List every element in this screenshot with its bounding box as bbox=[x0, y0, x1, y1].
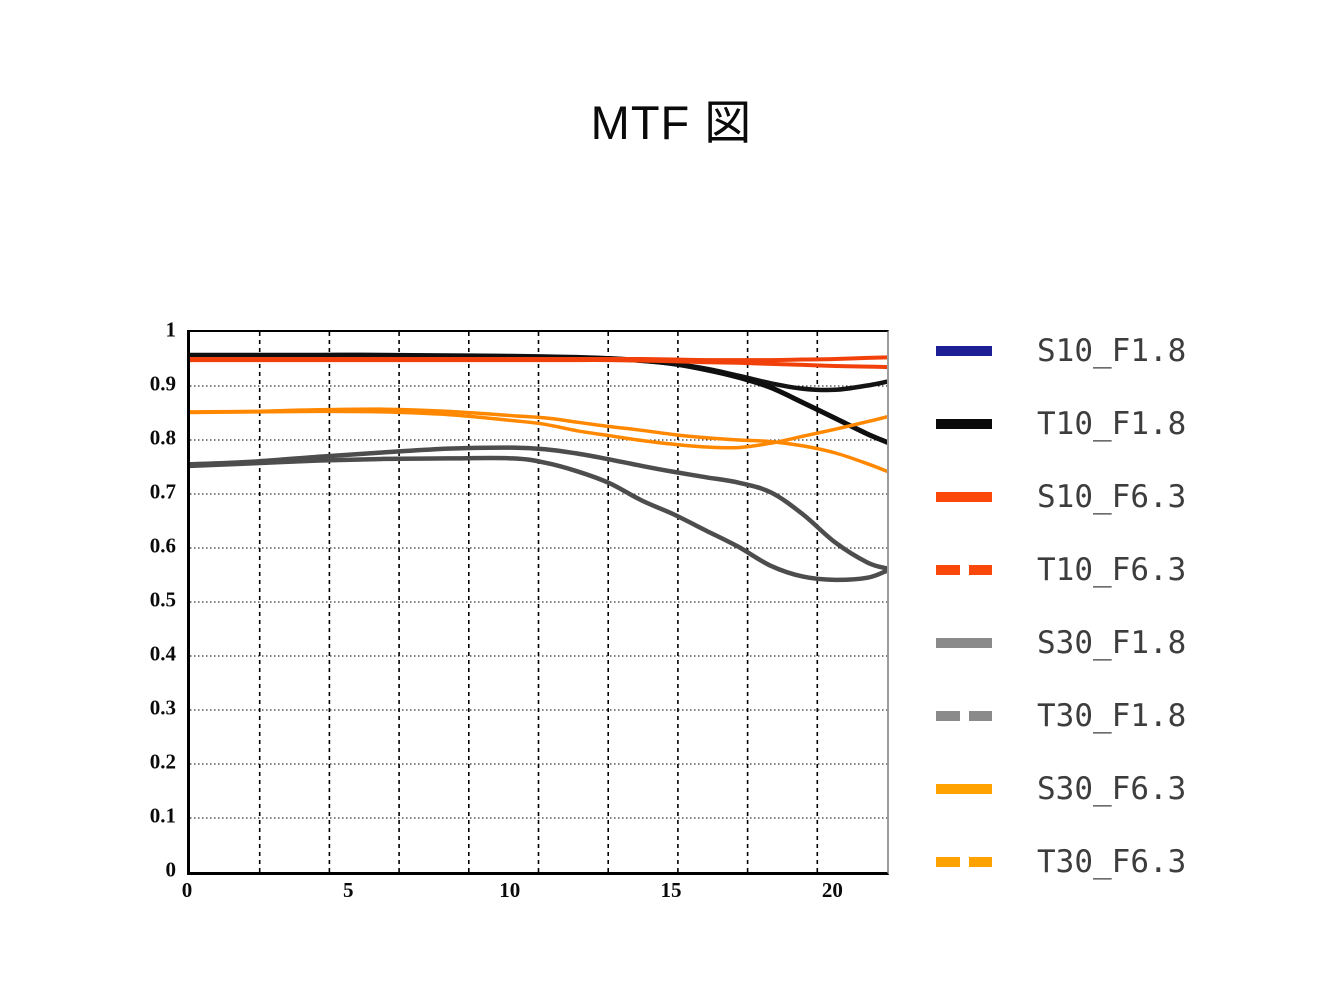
legend-item-T30_F6.3: T30_F6.3 bbox=[935, 825, 1235, 898]
legend-swatch-dashed-line-icon bbox=[936, 564, 992, 575]
curve-T10_F6.3 bbox=[190, 358, 887, 370]
legend-swatch-line-icon bbox=[936, 491, 992, 502]
y-tick-label: 0.6 bbox=[149, 533, 176, 558]
legend-label: T10_F1.8 bbox=[1037, 405, 1187, 442]
legend-swatch-dashed-line-icon bbox=[936, 856, 992, 867]
legend-swatch-line-icon bbox=[936, 418, 992, 429]
legend-label: T30_F6.3 bbox=[1037, 843, 1187, 880]
legend-label: S10_F6.3 bbox=[1037, 478, 1187, 515]
y-tick-label: 0.8 bbox=[149, 425, 176, 450]
curve-T30_F6.3 bbox=[190, 407, 887, 474]
y-axis-labels: 0 0.1 0.2 0.3 0.4 0.5 0.6 0.7 0.8 0.9 1 bbox=[120, 318, 176, 882]
curve-S30_F6.3 bbox=[190, 409, 887, 450]
curve-S30_F1.8 bbox=[190, 445, 887, 571]
page-title: MTF 図 bbox=[590, 96, 753, 149]
x-tick-label: 10 bbox=[499, 878, 521, 902]
x-tick-label: 20 bbox=[821, 878, 843, 902]
x-tick-label: 15 bbox=[660, 878, 682, 902]
x-axis-labels: 0 5 10 15 20 bbox=[182, 878, 887, 908]
y-tick-label: 0.2 bbox=[149, 749, 176, 774]
x-tick-label: 0 bbox=[181, 878, 193, 902]
chart-area bbox=[187, 330, 889, 875]
y-tick-label: 0.1 bbox=[149, 803, 176, 828]
legend-label: S10_F1.8 bbox=[1037, 332, 1187, 369]
x-tick-label: 5 bbox=[343, 878, 354, 902]
legend-item-T10_F1.8: T10_F1.8 bbox=[935, 387, 1235, 460]
y-tick-label: 0.5 bbox=[149, 587, 176, 612]
legend-label: S30_F1.8 bbox=[1037, 624, 1187, 661]
legend-label: T30_F1.8 bbox=[1037, 697, 1187, 734]
y-tick-label: 0.9 bbox=[149, 371, 176, 396]
legend-label: T10_F6.3 bbox=[1037, 551, 1187, 588]
legend-item-T30_F1.8: T30_F1.8 bbox=[935, 679, 1235, 752]
legend-swatch-line-icon bbox=[936, 345, 992, 356]
legend-item-T10_F6.3: T10_F6.3 bbox=[935, 533, 1235, 606]
legend-item-S30_F6.3: S30_F6.3 bbox=[935, 752, 1235, 825]
y-tick-label: 1 bbox=[165, 317, 177, 342]
y-tick-label: 0 bbox=[165, 857, 177, 882]
legend-label: S30_F6.3 bbox=[1037, 770, 1187, 807]
legend-swatch-line-icon bbox=[936, 783, 992, 794]
plot-svg bbox=[190, 332, 887, 872]
y-tick-label: 0.4 bbox=[149, 641, 176, 666]
legend-item-S10_F6.3: S10_F6.3 bbox=[935, 460, 1235, 533]
legend: S10_F1.8 T10_F1.8 S10_F6.3 T10_F6.3 S30_F1.8… bbox=[935, 314, 1235, 898]
legend-swatch-line-icon bbox=[936, 637, 992, 648]
legend-swatch-dashed-line-icon bbox=[936, 710, 992, 721]
legend-item-S10_F1.8: S10_F1.8 bbox=[935, 314, 1235, 387]
curve-T30_F1.8 bbox=[190, 455, 887, 583]
legend-item-S30_F1.8: S30_F1.8 bbox=[935, 606, 1235, 679]
y-tick-label: 0.3 bbox=[149, 695, 176, 720]
y-tick-label: 0.7 bbox=[149, 479, 176, 504]
